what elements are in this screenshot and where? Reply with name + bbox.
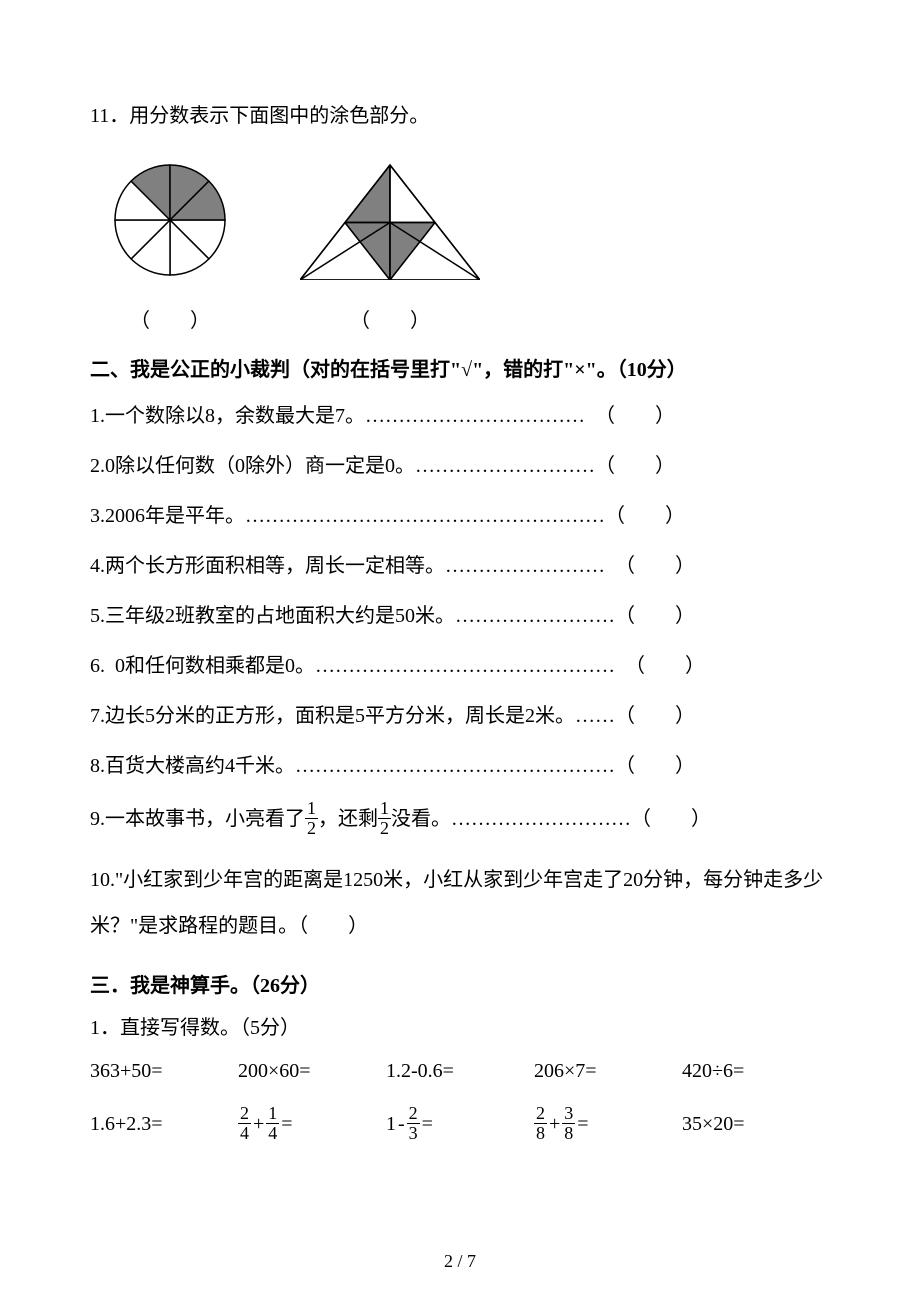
fraction-half-icon: 1 2 — [378, 799, 391, 838]
page-number: 2 / 7 — [0, 1251, 920, 1272]
fraction-numerator: 1 — [266, 1104, 279, 1124]
fraction-half-icon: 1 2 — [305, 799, 318, 838]
judge-item-5: 5.三年级2班教室的占地面积大约是50米。……………………（ ） — [90, 600, 830, 632]
judge-item-8: 8.百货大楼高约4千米。…………………………………………（ ） — [90, 750, 830, 782]
calc-cell-frac: 2 8 + 3 8 = — [534, 1105, 682, 1144]
fraction-numerator: 1 — [378, 799, 391, 819]
judge-text-part: 没看。………………………（ ） — [391, 803, 711, 835]
triangle-answer-blank: （ ） — [350, 304, 430, 333]
judge-item-6: 6. 0和任何数相乘都是0。……………………………………… （ ） — [90, 650, 830, 682]
equals-sign: = — [422, 1113, 433, 1136]
section3-heading: 三．我是神算手。（26分） — [90, 969, 830, 998]
fraction-numerator: 1 — [305, 799, 318, 819]
circle-pie-icon — [110, 160, 230, 280]
judge-item-9: 9.一本故事书，小亮看了 1 2 ，还剩 1 2 没看。………………………（ ） — [90, 800, 830, 839]
figures-row: （ ） （ ） — [110, 160, 830, 333]
fraction-numerator: 2 — [534, 1104, 547, 1124]
triangle-figure-block: （ ） — [300, 160, 480, 333]
fraction-numerator: 2 — [238, 1104, 251, 1124]
page: 11．用分数表示下面图中的涂色部分。 （ ） — [0, 0, 920, 1302]
triangle-diagram-icon — [300, 160, 480, 280]
section2-heading: 二、我是公正的小裁判（对的在括号里打"√"，错的打"×"。（10分） — [90, 353, 830, 382]
calc-row-2: 1.6+2.3= 2 4 + 1 4 = 1 - 2 — [90, 1105, 830, 1144]
judge-text: 1.一个数除以8，余数最大是7。…………………………… （ ） — [90, 400, 675, 432]
judge-text: 3.2006年是平年。………………………………………………（ ） — [90, 500, 685, 532]
calc-cell: 1.2-0.6= — [386, 1060, 534, 1083]
fraction-icon: 3 8 — [562, 1104, 575, 1143]
whole-number: 1 — [386, 1113, 396, 1136]
circle-answer-blank: （ ） — [130, 304, 210, 333]
fraction-icon: 1 4 — [266, 1104, 279, 1143]
section3-sub1: 1．直接写得数。（5分） — [90, 1012, 830, 1044]
fraction-numerator: 3 — [562, 1104, 575, 1124]
judge-item-10: 10."小红家到少年宫的距离是1250米，小红从家到少年宫走了20分钟，每分钟走… — [90, 857, 830, 949]
fraction-denominator: 2 — [305, 819, 318, 838]
judge-text: 2.0除以任何数（0除外）商一定是0。………………………（ ） — [90, 450, 675, 482]
plus-operator: + — [549, 1113, 560, 1136]
judge-item-7: 7.边长5分米的正方形，面积是5平方分米，周长是2米。……（ ） — [90, 700, 830, 732]
calc-cell-frac: 1 - 2 3 = — [386, 1105, 534, 1144]
judge-text: 5.三年级2班教室的占地面积大约是50米。……………………（ ） — [90, 600, 695, 632]
calc-cell: 200×60= — [238, 1060, 386, 1083]
calc-cell: 420÷6= — [682, 1060, 830, 1083]
judge-text: 4.两个长方形面积相等，周长一定相等。…………………… （ ） — [90, 550, 695, 582]
calc-row-1: 363+50= 200×60= 1.2-0.6= 206×7= 420÷6= — [90, 1060, 830, 1083]
judge-item-1: 1.一个数除以8，余数最大是7。…………………………… （ ） — [90, 400, 830, 432]
calc-cell: 35×20= — [682, 1113, 830, 1136]
equals-sign: = — [281, 1113, 292, 1136]
fraction-denominator: 2 — [378, 819, 391, 838]
circle-figure-block: （ ） — [110, 160, 230, 333]
plus-operator: + — [253, 1113, 264, 1136]
judge-item-3: 3.2006年是平年。………………………………………………（ ） — [90, 500, 830, 532]
judge-text-part: 9.一本故事书，小亮看了 — [90, 803, 305, 835]
fraction-denominator: 4 — [238, 1124, 251, 1143]
judge-item-4: 4.两个长方形面积相等，周长一定相等。…………………… （ ） — [90, 550, 830, 582]
judge-item-2: 2.0除以任何数（0除外）商一定是0。………………………（ ） — [90, 450, 830, 482]
fraction-numerator: 2 — [407, 1104, 420, 1124]
fraction-icon: 2 3 — [407, 1104, 420, 1143]
fraction-denominator: 8 — [534, 1124, 547, 1143]
q11-prompt: 11．用分数表示下面图中的涂色部分。 — [90, 100, 830, 132]
fraction-denominator: 8 — [562, 1124, 575, 1143]
equals-sign: = — [577, 1113, 588, 1136]
calc-cell-frac: 2 4 + 1 4 = — [238, 1105, 386, 1144]
calc-cell: 363+50= — [90, 1060, 238, 1083]
judge-text: 8.百货大楼高约4千米。…………………………………………（ ） — [90, 750, 695, 782]
calc-cell: 206×7= — [534, 1060, 682, 1083]
fraction-icon: 2 8 — [534, 1104, 547, 1143]
fraction-denominator: 3 — [407, 1124, 420, 1143]
fraction-denominator: 4 — [266, 1124, 279, 1143]
fraction-icon: 2 4 — [238, 1104, 251, 1143]
minus-operator: - — [398, 1113, 405, 1136]
judge-text: 7.边长5分米的正方形，面积是5平方分米，周长是2米。……（ ） — [90, 700, 695, 732]
calc-cell: 1.6+2.3= — [90, 1113, 238, 1136]
judge-text: 6. 0和任何数相乘都是0。……………………………………… （ ） — [90, 650, 705, 682]
judge-text-part: ，还剩 — [318, 803, 378, 835]
